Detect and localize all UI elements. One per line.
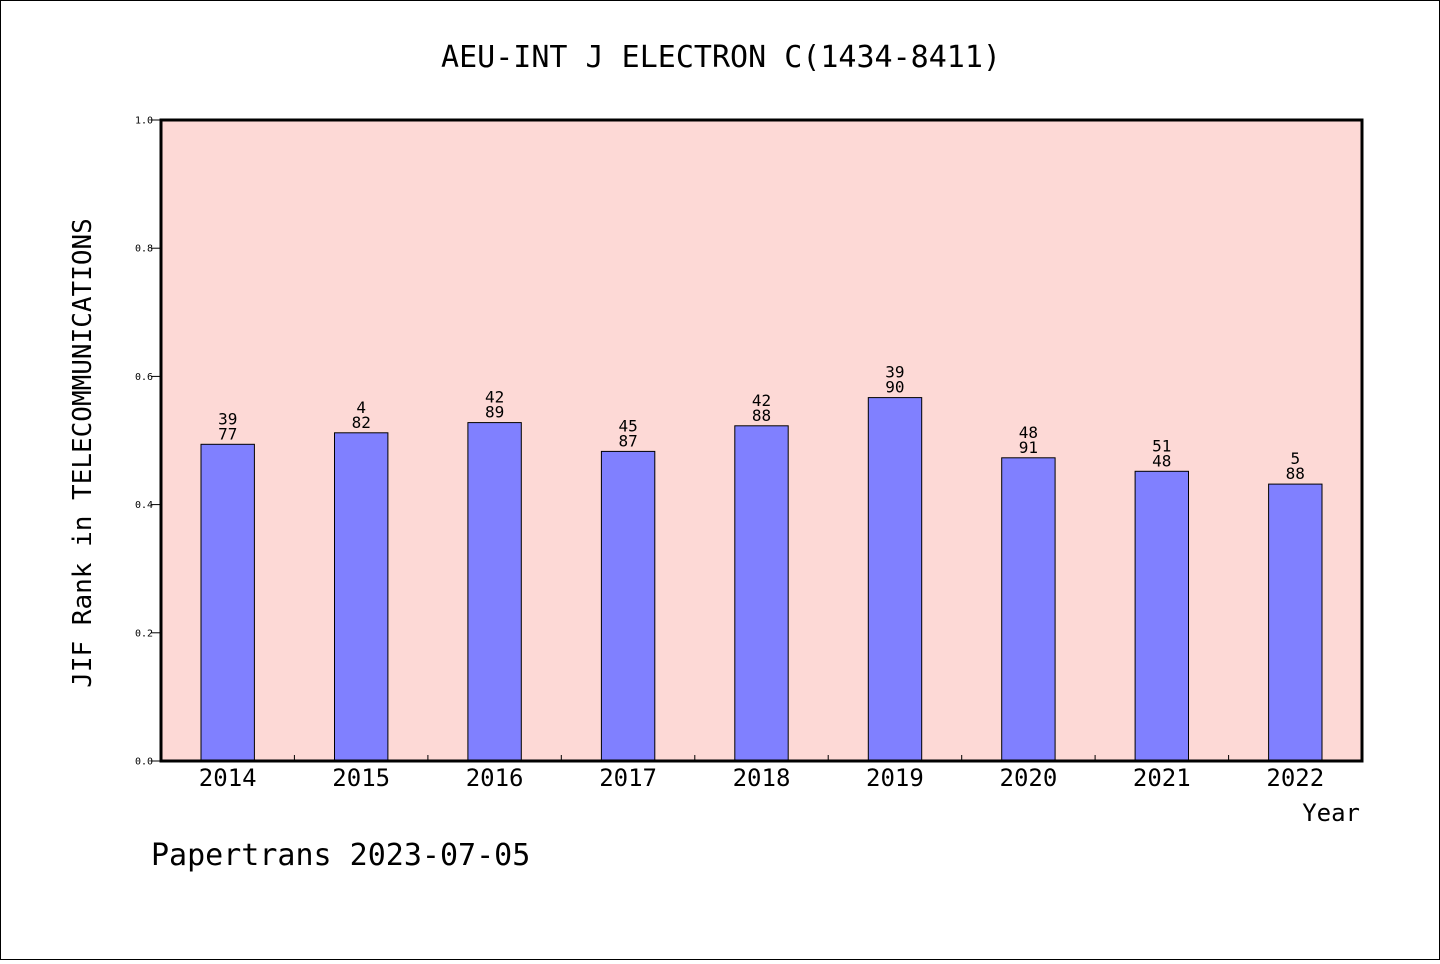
bar-total-label-2015: 82: [352, 413, 371, 432]
bars-group: [200, 397, 1323, 762]
x-axis-label: Year: [1302, 799, 1360, 827]
y-axis-label: JIF Rank in TELECOMMUNICATIONS: [68, 218, 98, 688]
bar-total-label-2019: 90: [885, 378, 904, 397]
bar-2021: [1134, 470, 1189, 762]
x-tick-label-2018: 2018: [733, 764, 791, 792]
bar-2014: [200, 443, 255, 762]
x-tick-label-2019: 2019: [866, 764, 924, 792]
bar-2018: [734, 425, 789, 762]
x-axis-ticks: 2014 2015 2016 2017 2018 2019 2020 2021 2022: [199, 755, 1324, 792]
bar-total-label-2018: 88: [752, 406, 771, 425]
bar-total-label-2022: 88: [1286, 464, 1305, 483]
x-tick-label-2021: 2021: [1133, 764, 1191, 792]
footer-credit: Papertrans 2023-07-05: [151, 838, 530, 873]
bar-rank-label-2022: 5: [1290, 449, 1300, 468]
bar-2020: [1001, 457, 1056, 762]
y-tick-label: 0.8: [135, 244, 153, 255]
y-tick-label: 0.6: [135, 372, 153, 383]
bar-2017: [600, 450, 656, 762]
bar-rank-label-2016: 42: [485, 388, 504, 407]
x-tick-label-2015: 2015: [332, 764, 390, 792]
bar-total-label-2014: 77: [218, 424, 237, 443]
y-tick-label: 1.0: [135, 116, 153, 127]
bar-total-label-2020: 91: [1019, 438, 1038, 457]
y-tick-label: 0.4: [135, 500, 153, 511]
bar-2015: [334, 432, 389, 762]
y-tick-label: 0.2: [135, 628, 153, 639]
x-tick-label-2016: 2016: [466, 764, 524, 792]
y-axis-ticks: 0.0 0.2 0.4 0.6 0.8 1.0: [135, 116, 161, 768]
bar-rank-label-2018: 42: [752, 391, 771, 410]
plot-border: [159, 118, 1364, 763]
y-tick-label: 0.0: [135, 757, 153, 768]
bar-total-label-2021: 48: [1152, 451, 1171, 470]
x-tick-label-2020: 2020: [1000, 764, 1058, 792]
x-tick-label-2022: 2022: [1266, 764, 1324, 792]
chart-title: AEU-INT J ELECTRON C(1434-8411): [441, 40, 1001, 75]
bar-rank-label-2017: 45: [618, 416, 637, 435]
bar-rank-label-2015: 4: [356, 398, 366, 417]
bar-rank-label-2021: 51: [1152, 436, 1171, 455]
bar-rank-label-2020: 48: [1019, 423, 1038, 442]
bar-rank-label-2014: 39: [218, 409, 237, 428]
bar-rank-label-2019: 39: [885, 363, 904, 382]
x-tick-label-2014: 2014: [199, 764, 257, 792]
bar-total-label-2016: 89: [485, 403, 504, 422]
x-tick-label-2017: 2017: [599, 764, 657, 792]
bar-2019: [867, 397, 923, 762]
bar-total-label-2017: 87: [618, 431, 637, 450]
bar-2022: [1268, 483, 1323, 762]
bar-2016: [467, 422, 522, 762]
